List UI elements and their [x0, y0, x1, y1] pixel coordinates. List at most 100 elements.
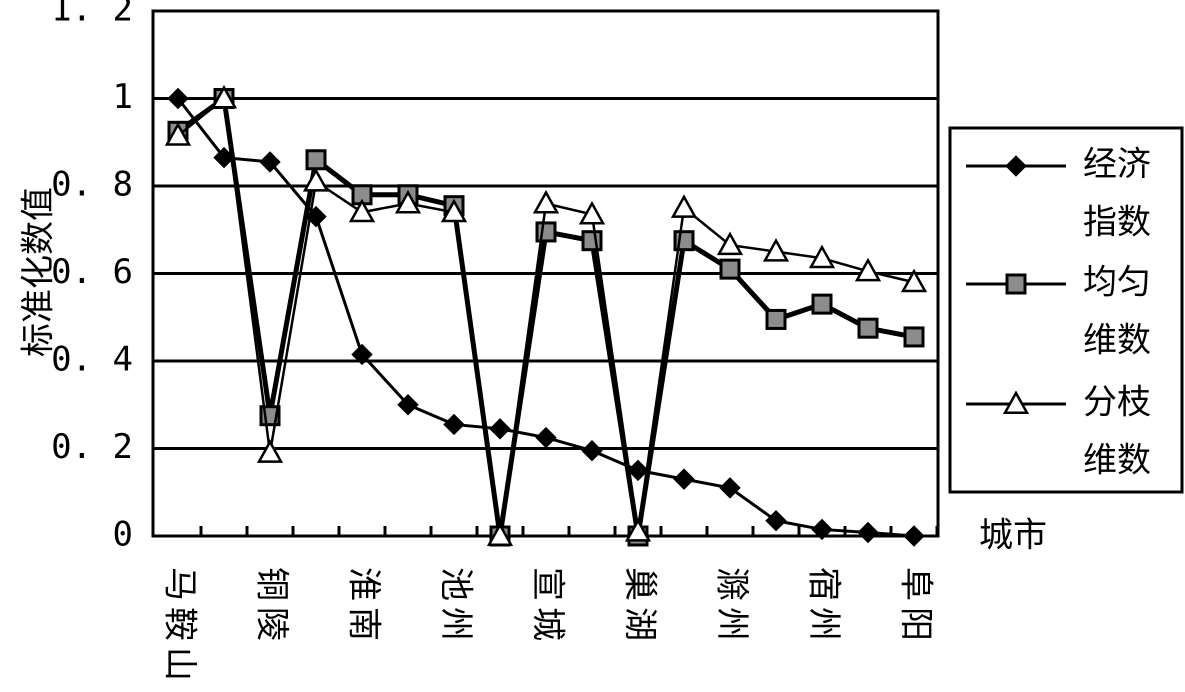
svg-text:宣: 宣: [528, 567, 568, 601]
legend-marker-square: [1005, 273, 1027, 295]
x-tick-label: 宿州: [804, 567, 844, 641]
y-axis-label: 标准化数值: [19, 187, 59, 357]
x-tick-label: 滁州: [712, 567, 752, 641]
data-point-triangle: [900, 268, 928, 293]
data-point-triangle: [624, 518, 652, 542]
legend-label: 均匀: [1083, 263, 1151, 303]
data-point-triangle: [302, 168, 330, 192]
legend-marker-diamond: [1005, 155, 1027, 177]
data-point-triangle: [394, 189, 422, 214]
data-point-square: [719, 258, 741, 280]
x-tick-label: 铜陵: [252, 567, 292, 641]
data-point-triangle: [210, 84, 238, 109]
x-tick-label: 巢湖: [620, 567, 660, 641]
svg-text:州: 州: [436, 607, 476, 641]
data-point-triangle: [532, 189, 560, 214]
svg-text:湖: 湖: [620, 607, 660, 641]
svg-text:宿: 宿: [804, 567, 844, 601]
svg-text:马: 马: [160, 567, 200, 601]
legend-label: 分枝: [1083, 383, 1151, 423]
data-point-triangle: [486, 522, 514, 547]
svg-text:山: 山: [160, 647, 200, 681]
data-point-diamond: [811, 518, 833, 541]
svg-text:铜: 铜: [252, 567, 292, 601]
y-tick-label: 0. 2: [51, 427, 133, 467]
data-point-square: [535, 221, 557, 243]
data-point-diamond: [581, 439, 603, 462]
data-point-triangle: [440, 198, 468, 223]
svg-text:州: 州: [804, 607, 844, 641]
data-point-triangle: [716, 231, 744, 256]
svg-text:阳: 阳: [896, 607, 936, 641]
data-point-diamond: [673, 468, 695, 490]
x-axis-ticks: [199, 526, 939, 536]
legend-marker-triangle: [1002, 390, 1030, 415]
svg-text:鞍: 鞍: [160, 607, 200, 641]
data-point-diamond: [535, 426, 557, 449]
svg-text:陵: 陵: [252, 607, 292, 641]
legend-label: 经济: [1083, 145, 1151, 185]
data-point-square: [903, 326, 925, 348]
data-point-diamond: [857, 521, 879, 544]
data-point-diamond: [167, 87, 189, 110]
y-axis-ticks: 0 0. 2 0. 4 0. 6 0. 8 1 1. 2: [51, 0, 133, 555]
x-tick-label: 淮南: [344, 567, 384, 641]
data-point-square: [857, 317, 879, 339]
data-point-triangle: [348, 198, 376, 223]
series-square: [167, 88, 925, 547]
legend-label: 维数: [1083, 441, 1151, 481]
data-point-diamond: [259, 151, 281, 173]
data-point-triangle: [670, 194, 698, 218]
series-diamond: [167, 87, 925, 547]
data-point-diamond: [903, 525, 925, 547]
data-point-diamond: [305, 205, 327, 228]
series-triangle: [164, 84, 928, 547]
data-point-diamond: [397, 394, 419, 416]
svg-text:滁: 滁: [712, 567, 752, 601]
data-point-diamond: [627, 459, 649, 482]
svg-text:南: 南: [344, 607, 384, 641]
y-tick-label: 0. 8: [51, 165, 133, 205]
legend-label: 指数: [1083, 203, 1151, 243]
data-point-triangle: [854, 257, 882, 282]
data-point-diamond: [765, 509, 787, 532]
data-point-diamond: [213, 146, 235, 169]
data-point-triangle: [164, 122, 192, 146]
gridlines: [153, 97, 938, 450]
x-tick-label: 宣城: [528, 567, 568, 641]
data-point-square: [765, 308, 787, 330]
svg-text:池: 池: [436, 567, 476, 601]
data-point-diamond: [443, 413, 465, 436]
y-tick-label: 0. 6: [51, 252, 133, 292]
plot-area-frame: [151, 9, 940, 538]
y-tick-label: 1. 2: [51, 0, 133, 30]
legend-frame: [948, 126, 1184, 494]
y-tick-label: 0. 4: [51, 340, 133, 380]
x-tick-label: 池州: [436, 567, 476, 641]
y-tick-label: 1: [113, 77, 133, 117]
svg-text:巢: 巢: [620, 567, 660, 601]
data-point-triangle: [256, 439, 284, 463]
x-axis-label: 城市: [979, 516, 1047, 556]
svg-text:城: 城: [528, 607, 568, 641]
data-point-diamond: [489, 418, 511, 440]
data-point-triangle: [762, 238, 790, 262]
legend-label: 维数: [1083, 321, 1151, 361]
x-tick-label: 阜阳: [896, 567, 936, 641]
y-tick-label: 0: [113, 515, 133, 555]
data-point-square: [581, 230, 603, 252]
data-point-diamond: [351, 343, 373, 366]
series-line: [176, 94, 915, 537]
data-point-triangle: [808, 244, 836, 269]
svg-text:阜: 阜: [896, 567, 936, 601]
series-layer: [164, 84, 928, 547]
svg-text:州: 州: [712, 607, 752, 641]
x-tick-label: 马鞍山: [160, 567, 200, 681]
data-point-diamond: [719, 477, 741, 499]
